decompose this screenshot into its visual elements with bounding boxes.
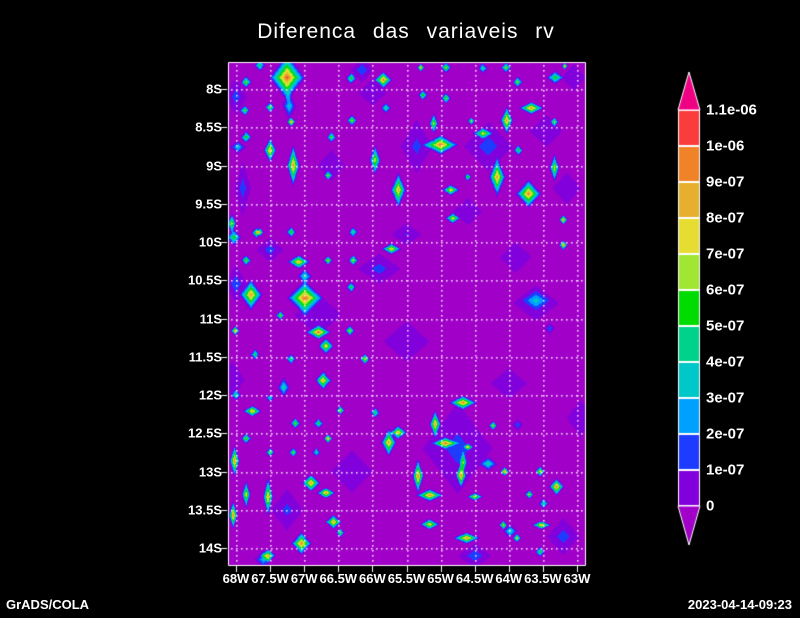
y-tick-label: 14S <box>198 540 222 556</box>
grads-attribution: GrADS/COLA <box>6 597 90 612</box>
colorbar-label: 7e-07 <box>706 245 745 263</box>
y-tick-label: 10S <box>198 234 222 250</box>
y-tick-label: 8.5S <box>195 119 222 135</box>
x-tick-label: 67W <box>290 571 318 586</box>
x-tick-label: 64W <box>495 571 523 586</box>
x-tick-label: 66.5W <box>319 571 358 586</box>
y-tick-label: 9.5S <box>195 196 222 212</box>
colorbar-label: 8e-07 <box>706 209 745 227</box>
y-tick-label: 13.5S <box>188 502 222 518</box>
colorbar-label: 9e-07 <box>706 173 745 191</box>
y-tick-label: 11.5S <box>188 349 222 365</box>
colorbar-label: 4e-07 <box>706 353 745 371</box>
x-tick-label: 68W <box>222 571 250 586</box>
colorbar-label: 1e-06 <box>706 137 745 155</box>
colorbar-label: 2e-07 <box>706 425 745 443</box>
y-tick-label: 11S <box>199 311 222 326</box>
y-tick-label: 8S <box>206 81 222 97</box>
x-tick-label: 63.5W <box>524 571 562 586</box>
y-tick-label: 12S <box>198 387 222 403</box>
x-tick-label: 67.5W <box>251 571 289 586</box>
timestamp: 2023-04-14-09:23 <box>687 597 792 612</box>
y-tick-label: 13S <box>198 464 222 479</box>
colorbar-label: 5e-07 <box>706 317 745 335</box>
colorbar-label: 1.1e-06 <box>706 101 757 119</box>
y-tick-label: 12.5S <box>188 425 222 441</box>
colorbar-label: 0 <box>706 497 715 515</box>
x-tick-label: 64.5W <box>455 571 494 586</box>
y-tick-label: 9S <box>206 158 222 173</box>
colorbar-label: 6e-07 <box>706 281 745 299</box>
x-tick-label: 65W <box>427 571 454 586</box>
x-tick-label: 63W <box>563 571 591 586</box>
colorbar-label: 3e-07 <box>706 389 745 407</box>
y-tick-label: 10.5S <box>188 272 222 288</box>
x-tick-label: 65.5W <box>387 571 426 586</box>
plot-title: Diferenca das variaveis rv <box>257 20 555 43</box>
colorbar-label: 1e-07 <box>706 461 745 479</box>
x-tick-label: 66W <box>359 571 386 586</box>
